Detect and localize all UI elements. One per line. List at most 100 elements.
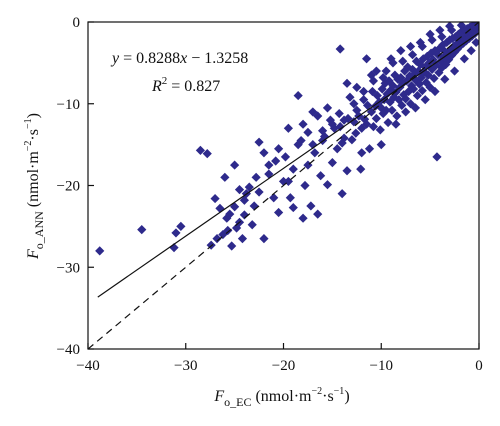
data-point: [417, 41, 427, 52]
x-tick-label: −30: [174, 358, 197, 374]
data-point: [210, 193, 220, 204]
data-point: [366, 70, 377, 80]
data-point: [298, 119, 308, 129]
data-point: [405, 99, 416, 109]
data-point: [280, 152, 291, 162]
data-point: [418, 54, 428, 64]
data-point: [376, 140, 386, 150]
data-point: [264, 169, 274, 179]
data-point: [407, 64, 418, 75]
data-point: [220, 172, 230, 182]
eq-y: y: [110, 50, 120, 67]
data-point: [415, 37, 425, 48]
data-point: [300, 180, 310, 191]
data-point: [434, 68, 444, 78]
x-tick-label: −10: [370, 358, 393, 374]
data-point: [215, 203, 225, 213]
data-point: [251, 172, 261, 182]
data-point: [446, 45, 456, 55]
data-point: [137, 225, 147, 235]
data-point: [429, 73, 439, 84]
data-point: [401, 94, 411, 104]
y-axis-title: Fo_ANN (nmol·m−2·s−1): [23, 113, 46, 260]
data-point: [303, 127, 313, 137]
data-point: [383, 117, 393, 128]
data-point: [359, 86, 369, 97]
data-point: [375, 125, 385, 135]
data-point: [386, 54, 396, 64]
data-point: [339, 133, 349, 143]
data-point: [254, 137, 264, 147]
data-point: [352, 82, 362, 92]
data-point: [381, 105, 391, 115]
data-point: [285, 193, 295, 203]
data-point: [377, 84, 387, 94]
data-point: [249, 201, 259, 211]
axis-ticks-layer: −40 −30 −20 −10 0 −40 −30 −20 −10 0: [57, 15, 483, 374]
data-point: [274, 207, 284, 218]
data-point: [397, 100, 407, 110]
data-point: [388, 81, 398, 91]
data-point: [392, 111, 402, 121]
data-point: [361, 119, 372, 129]
data-point: [401, 107, 411, 117]
data-point: [403, 62, 413, 72]
y-tick-label: 0: [73, 15, 81, 31]
y-title-mid: ·s: [25, 129, 42, 141]
data-point: [437, 32, 447, 42]
eq-x: x: [179, 50, 187, 67]
data-point: [449, 66, 460, 76]
data-point: [95, 246, 105, 256]
data-point: [396, 46, 406, 56]
data-point: [427, 35, 437, 45]
data-point: [361, 54, 372, 64]
data-point: [293, 140, 303, 150]
data-point: [259, 234, 269, 244]
r2-value: = 0.827: [167, 78, 220, 95]
data-point: [339, 115, 349, 125]
x-tick-label: 0: [475, 358, 483, 374]
data-point: [310, 148, 320, 158]
r2-superscript: 2: [162, 75, 168, 87]
data-point: [335, 44, 345, 54]
data-point: [391, 119, 401, 129]
r2-symbol: R: [151, 78, 162, 95]
data-point: [337, 138, 347, 148]
data-point: [378, 108, 388, 119]
data-point: [283, 123, 293, 133]
data-point: [269, 193, 279, 203]
x-tick-label: −20: [272, 358, 295, 374]
data-point: [370, 101, 380, 111]
data-point: [298, 213, 308, 223]
data-point: [239, 195, 249, 205]
data-point: [385, 97, 395, 107]
data-point: [335, 122, 345, 132]
data-point: [212, 234, 222, 244]
data-point: [438, 40, 448, 50]
data-point: [288, 202, 298, 213]
data-point: [202, 149, 212, 159]
data-point: [471, 37, 479, 48]
data-point: [409, 69, 420, 79]
y-title-var: F: [25, 249, 42, 260]
regression-line: [97, 32, 479, 298]
x-axis-title: Fo_EC (nmol·m−2·s−1): [213, 386, 349, 409]
data-point: [388, 58, 398, 68]
y-title-exp1: −2: [23, 141, 34, 152]
y-title-exp2: −1: [23, 118, 34, 129]
data-point: [264, 160, 274, 170]
data-point: [466, 46, 476, 56]
y-title-unit-a: (nmol·m: [25, 151, 42, 212]
data-point: [396, 72, 406, 83]
data-point: [461, 36, 471, 46]
data-point: [451, 39, 462, 49]
data-point: [278, 176, 289, 187]
data-point: [440, 74, 450, 84]
data-point: [407, 50, 418, 60]
data-point: [356, 164, 366, 174]
y-tick-label: −20: [57, 179, 80, 195]
data-point: [424, 58, 434, 68]
data-point: [223, 225, 233, 236]
x-title-var: F: [213, 388, 224, 405]
